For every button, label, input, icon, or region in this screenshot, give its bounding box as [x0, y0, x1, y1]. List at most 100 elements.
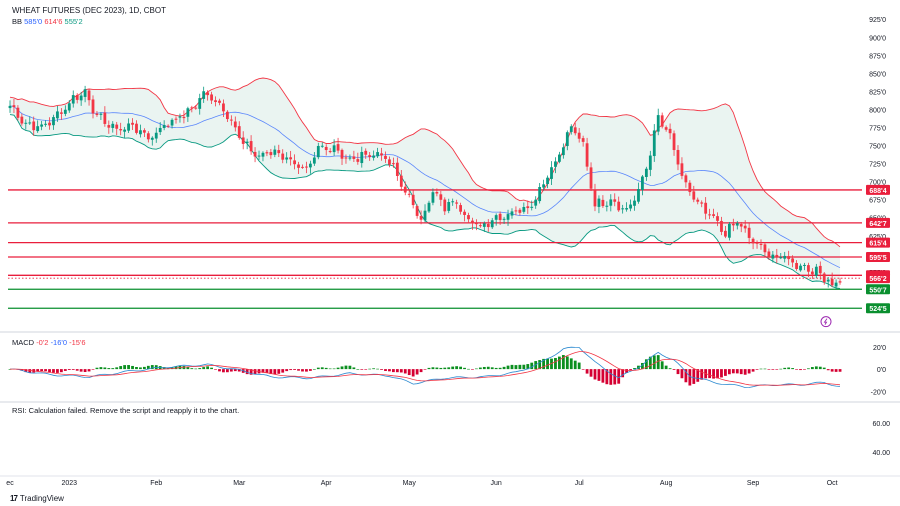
macd-histogram-bar — [139, 367, 142, 370]
price-axis-tick[interactable]: 925'0 — [869, 17, 886, 24]
candle-body — [360, 151, 364, 164]
macd-histogram-bar — [360, 369, 364, 370]
macd-histogram-bar — [724, 369, 727, 376]
macd-histogram-bar — [814, 366, 818, 370]
candle-body — [775, 254, 779, 257]
candle-body — [407, 193, 411, 195]
price-level-label[interactable]: 642'7 — [869, 221, 886, 228]
candle-body — [443, 199, 447, 212]
macd-histogram-bar — [210, 367, 213, 370]
price-level-label-bg — [866, 284, 890, 295]
candle-body — [830, 278, 834, 286]
time-axis-label[interactable]: Sep — [747, 480, 760, 487]
candle-body — [518, 209, 522, 213]
macd-histogram-bar — [482, 366, 486, 370]
candle-body — [751, 238, 755, 244]
candle-body — [739, 224, 743, 227]
candle-body — [814, 266, 818, 276]
macd-histogram-bar — [392, 369, 395, 373]
macd-histogram-bar — [735, 369, 739, 374]
price-axis-tick[interactable]: 900'0 — [869, 35, 886, 42]
candle-body — [103, 112, 107, 124]
macd-histogram-bar — [759, 368, 763, 370]
candle-body — [20, 116, 24, 124]
macd-hist-value: -0'2 — [36, 338, 49, 347]
symbol-title[interactable]: WHEAT FUTURES (DEC 2023), 1D, CBOT — [12, 6, 166, 15]
macd-histogram-bar — [617, 369, 621, 384]
time-axis-label[interactable]: Oct — [827, 480, 838, 487]
macd-histogram-bar — [486, 366, 490, 370]
macd-histogram-bar — [301, 369, 304, 372]
time-axis-label[interactable]: Jun — [491, 480, 502, 487]
candle-body — [48, 122, 51, 126]
candle-body — [463, 211, 466, 215]
price-axis-tick[interactable]: 875'0 — [869, 53, 886, 60]
price-level-label[interactable]: 550'7 — [869, 287, 886, 294]
price-axis-tick[interactable]: 825'0 — [869, 89, 886, 96]
time-axis-label[interactable]: Apr — [321, 480, 333, 487]
tradingview-logo[interactable]: 17 TradingView — [10, 494, 64, 503]
macd-histogram-bar — [399, 369, 403, 373]
price-axis-tick[interactable]: 800'0 — [869, 107, 886, 114]
time-axis-label[interactable]: 2023 — [62, 480, 78, 487]
price-level-label-bg — [866, 251, 890, 262]
price-level-label[interactable]: 688'4 — [869, 188, 886, 195]
price-axis-tick[interactable]: 775'0 — [869, 125, 886, 132]
price-axis-tick[interactable]: 850'0 — [869, 71, 886, 78]
macd-histogram-bar — [727, 369, 731, 375]
candle-body — [439, 194, 443, 200]
price-level-label[interactable]: 524'5 — [869, 306, 886, 313]
candle-body — [158, 127, 162, 133]
macd-histogram-bar — [388, 369, 391, 372]
candle-body — [514, 210, 518, 212]
candle-body — [803, 264, 806, 266]
time-axis-label[interactable]: Mar — [233, 480, 246, 487]
candle-body — [447, 201, 451, 211]
candle-body — [558, 154, 561, 162]
time-axis-label[interactable]: Aug — [660, 480, 673, 487]
candle-body — [202, 91, 206, 99]
macd-histogram-bar — [830, 369, 834, 372]
rsi-axis-tick[interactable]: 60.00 — [872, 421, 890, 428]
time-axis-label[interactable]: Jul — [575, 480, 584, 487]
bb-legend[interactable]: BB 585'0 614'6 555'2 — [12, 17, 83, 26]
macd-histogram-bar — [336, 367, 340, 370]
candle-body — [554, 161, 557, 167]
macd-histogram-bar — [245, 369, 249, 375]
time-axis-label[interactable]: Feb — [150, 480, 162, 487]
macd-histogram-bar — [44, 369, 47, 372]
macd-legend[interactable]: MACD -0'2 -16'0 -15'6 — [12, 338, 86, 347]
bollinger-basis-line — [9, 105, 841, 269]
macd-histogram-bar — [407, 369, 411, 376]
candle-body — [218, 100, 221, 103]
time-axis-label[interactable]: ec — [6, 480, 14, 487]
candle-body — [139, 130, 142, 135]
candle-body — [32, 121, 36, 131]
price-level-label[interactable]: 615'4 — [869, 241, 886, 248]
candle-body — [478, 225, 482, 227]
price-axis-tick[interactable]: 750'0 — [869, 144, 886, 151]
price-axis-tick[interactable]: 625'0 — [869, 234, 886, 241]
macd-histogram-bar — [364, 369, 368, 370]
candle-body — [613, 199, 617, 202]
candle-body — [127, 123, 130, 131]
macd-axis-tick[interactable]: -20'0 — [871, 389, 886, 396]
macd-axis-tick[interactable]: 0'0 — [877, 367, 886, 374]
macd-histogram-bar — [633, 368, 636, 370]
price-axis-tick[interactable]: 700'0 — [869, 180, 886, 187]
price-level-label[interactable]: 595'5 — [869, 255, 886, 262]
price-axis-tick[interactable]: 725'0 — [869, 162, 886, 169]
rsi-axis-tick[interactable]: 40.00 — [872, 450, 890, 457]
candle-body — [427, 202, 431, 212]
lightning-icon[interactable] — [820, 316, 832, 328]
price-level-label-bg — [866, 237, 890, 248]
macd-axis-tick[interactable]: 20'0 — [873, 345, 886, 352]
macd-histogram-bar — [376, 368, 379, 370]
candle-body — [24, 122, 28, 124]
time-axis-label[interactable]: May — [403, 480, 417, 487]
macd-histogram-bar — [447, 367, 451, 370]
price-axis-tick[interactable]: 675'0 — [869, 198, 886, 205]
candle-body — [269, 152, 273, 156]
macd-signal-line — [10, 351, 841, 386]
price-level-label[interactable]: 566'2 — [869, 276, 886, 283]
